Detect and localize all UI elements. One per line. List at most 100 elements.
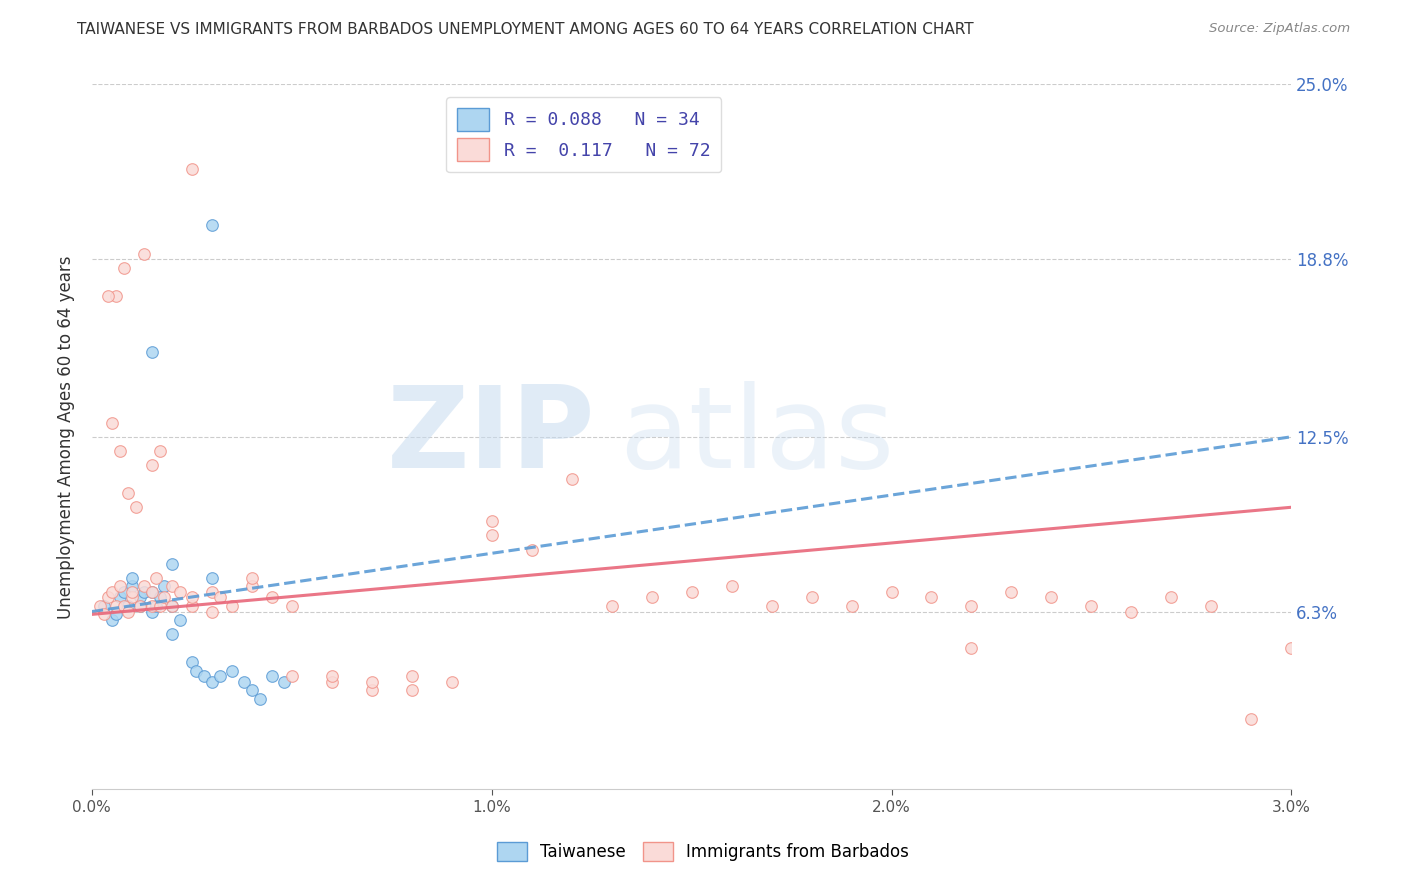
Point <box>520 542 543 557</box>
Point <box>101 416 124 430</box>
Point <box>108 443 131 458</box>
Point <box>1279 641 1302 656</box>
Point <box>160 579 183 593</box>
Y-axis label: Unemployment Among Ages 60 to 64 years: Unemployment Among Ages 60 to 64 years <box>58 255 75 618</box>
Point <box>321 669 343 683</box>
Point <box>149 443 172 458</box>
Point <box>1160 591 1182 605</box>
Point <box>160 627 183 641</box>
Point <box>1240 712 1263 726</box>
Point <box>117 605 139 619</box>
Point <box>128 599 150 613</box>
Point <box>761 599 783 613</box>
Point <box>180 161 202 176</box>
Point <box>141 345 163 359</box>
Point <box>221 599 243 613</box>
Point <box>600 599 623 613</box>
Point <box>112 584 135 599</box>
Point <box>141 599 163 613</box>
Point <box>481 514 503 528</box>
Point <box>128 599 150 613</box>
Point <box>112 260 135 275</box>
Point <box>240 683 263 698</box>
Point <box>208 591 231 605</box>
Point <box>260 591 283 605</box>
Point <box>440 675 463 690</box>
Point <box>132 579 155 593</box>
Text: atlas: atlas <box>620 381 894 492</box>
Point <box>401 669 423 683</box>
Point <box>104 607 127 622</box>
Point <box>108 579 131 593</box>
Point <box>112 599 135 613</box>
Point <box>281 599 304 613</box>
Point <box>960 641 983 656</box>
Point <box>169 584 191 599</box>
Point <box>89 599 111 613</box>
Point <box>180 591 202 605</box>
Point <box>160 599 183 613</box>
Point <box>160 599 183 613</box>
Point <box>201 584 224 599</box>
Point <box>97 289 120 303</box>
Point <box>201 571 224 585</box>
Point <box>640 591 662 605</box>
Point <box>108 591 131 605</box>
Point <box>921 591 943 605</box>
Point <box>193 669 215 683</box>
Point <box>273 675 295 690</box>
Point <box>800 591 823 605</box>
Text: Source: ZipAtlas.com: Source: ZipAtlas.com <box>1209 22 1350 36</box>
Point <box>321 675 343 690</box>
Point <box>481 528 503 542</box>
Point <box>681 584 703 599</box>
Point <box>1040 591 1063 605</box>
Point <box>141 458 163 472</box>
Point <box>145 599 167 613</box>
Point <box>260 669 283 683</box>
Point <box>141 605 163 619</box>
Point <box>208 669 231 683</box>
Point <box>401 683 423 698</box>
Point <box>561 472 583 486</box>
Point <box>240 571 263 585</box>
Point <box>117 599 139 613</box>
Point <box>121 584 143 599</box>
Point <box>841 599 863 613</box>
Point <box>117 486 139 500</box>
Point <box>128 591 150 605</box>
Text: ZIP: ZIP <box>387 381 596 492</box>
Point <box>180 655 202 669</box>
Text: TAIWANESE VS IMMIGRANTS FROM BARBADOS UNEMPLOYMENT AMONG AGES 60 TO 64 YEARS COR: TAIWANESE VS IMMIGRANTS FROM BARBADOS UN… <box>77 22 974 37</box>
Point <box>360 683 382 698</box>
Point <box>132 246 155 260</box>
Point <box>93 607 115 622</box>
Point <box>184 664 207 678</box>
Point <box>160 557 183 571</box>
Point <box>201 605 224 619</box>
Point <box>104 289 127 303</box>
Point <box>121 579 143 593</box>
Point <box>153 579 176 593</box>
Legend: R = 0.088   N = 34, R =  0.117   N = 72: R = 0.088 N = 34, R = 0.117 N = 72 <box>446 97 721 172</box>
Point <box>101 613 124 627</box>
Point <box>141 584 163 599</box>
Point <box>169 613 191 627</box>
Point <box>121 591 143 605</box>
Point <box>360 675 382 690</box>
Point <box>249 692 271 706</box>
Point <box>149 591 172 605</box>
Point <box>880 584 903 599</box>
Point <box>125 500 148 515</box>
Point <box>232 675 254 690</box>
Point <box>149 599 172 613</box>
Point <box>104 599 127 613</box>
Point <box>180 599 202 613</box>
Point <box>960 599 983 613</box>
Point <box>240 579 263 593</box>
Point <box>720 579 742 593</box>
Legend: Taiwanese, Immigrants from Barbados: Taiwanese, Immigrants from Barbados <box>491 835 915 868</box>
Point <box>97 591 120 605</box>
Point <box>221 664 243 678</box>
Point <box>145 571 167 585</box>
